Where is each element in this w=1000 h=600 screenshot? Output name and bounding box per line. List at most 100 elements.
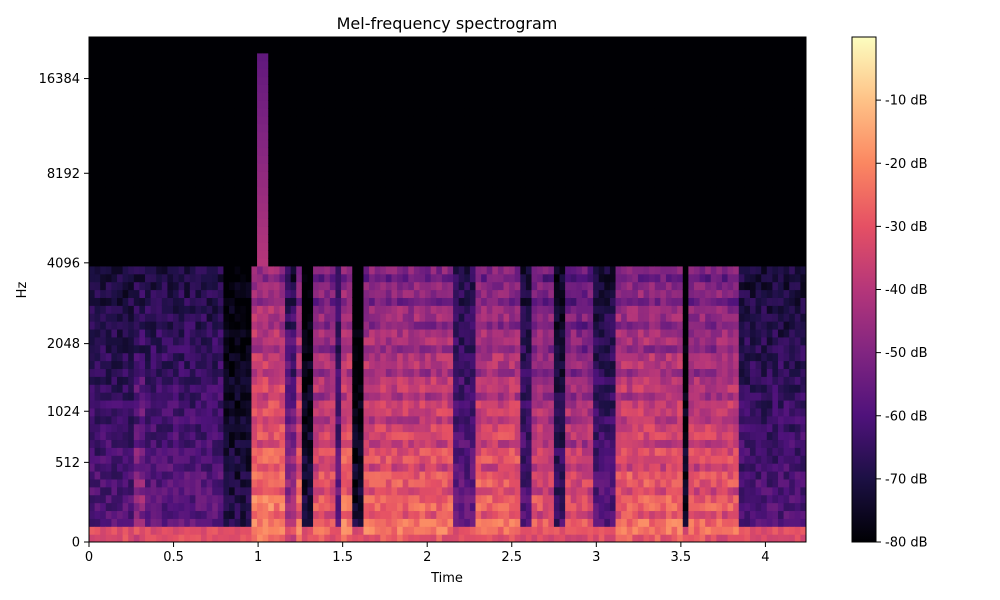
- spectrogram-cell: [509, 123, 516, 133]
- spectrogram-cell: [402, 399, 409, 409]
- spectrogram-cell: [380, 179, 387, 188]
- spectrogram-cell: [380, 344, 387, 354]
- spectrogram-cell: [279, 352, 286, 362]
- spectrogram-cell: [223, 447, 230, 456]
- spectrogram-cell: [234, 486, 241, 496]
- spectrogram-cell: [430, 313, 437, 322]
- spectrogram-cell: [469, 37, 477, 46]
- spectrogram-cell: [178, 407, 185, 417]
- spectrogram-cell: [161, 447, 169, 456]
- spectrogram-cell: [223, 37, 230, 46]
- spectrogram-cell: [273, 44, 281, 54]
- spectrogram-cell: [307, 360, 314, 370]
- spectrogram-cell: [318, 478, 325, 488]
- spectrogram-cell: [503, 76, 510, 85]
- spectrogram-cell: [184, 179, 191, 188]
- spectrogram-cell: [335, 455, 342, 464]
- spectrogram-cell: [184, 242, 191, 251]
- spectrogram-cell: [217, 494, 225, 504]
- spectrogram-cell: [206, 313, 213, 322]
- spectrogram-cell: [397, 60, 404, 70]
- spectrogram-cell: [301, 92, 309, 101]
- spectrogram-cell: [201, 463, 208, 472]
- spectrogram-cell: [514, 92, 521, 101]
- spectrogram-cell: [346, 108, 353, 117]
- spectrogram-cell: [257, 179, 264, 188]
- spectrogram-cell: [167, 179, 174, 188]
- spectrogram-cell: [105, 297, 112, 306]
- spectrogram-cell: [497, 360, 505, 370]
- spectrogram-cell: [139, 84, 146, 93]
- spectrogram-cell: [402, 52, 409, 62]
- spectrogram-cell: [335, 37, 342, 46]
- spectrogram-cell: [436, 84, 443, 93]
- spectrogram-cell: [503, 305, 510, 314]
- spectrogram-cell: [139, 352, 146, 362]
- spectrogram-cell: [167, 92, 174, 101]
- spectrogram-cell: [453, 186, 460, 196]
- spectrogram-cell: [128, 108, 135, 117]
- spectrogram-cell: [94, 305, 101, 314]
- spectrogram-cell: [139, 344, 146, 354]
- spectrogram-cell: [245, 242, 253, 251]
- spectrogram-cell: [313, 92, 320, 101]
- spectrogram-cell: [105, 100, 112, 109]
- spectrogram-cell: [458, 257, 465, 267]
- spectrogram-cell: [184, 439, 191, 448]
- spectrogram-cell: [391, 305, 398, 314]
- spectrogram-cell: [380, 455, 387, 464]
- spectrogram-cell: [313, 242, 320, 251]
- spectrogram-cell: [229, 37, 236, 46]
- spectrogram-cell: [402, 84, 409, 93]
- spectrogram-cell: [374, 100, 381, 109]
- spectrogram-cell: [391, 392, 398, 401]
- spectrogram-cell: [178, 273, 185, 283]
- spectrogram-cell: [167, 139, 174, 149]
- spectrogram-cell: [369, 384, 376, 393]
- spectrogram-cell: [290, 52, 297, 62]
- spectrogram-cell: [285, 226, 292, 235]
- spectrogram-cell: [122, 486, 129, 496]
- spectrogram-cell: [503, 478, 510, 488]
- spectrogram-cell: [486, 242, 493, 251]
- spectrogram-cell: [391, 273, 398, 283]
- spectrogram-cell: [481, 415, 488, 425]
- spectrogram-cell: [201, 218, 208, 227]
- spectrogram-cell: [469, 226, 477, 235]
- spectrogram-cell: [117, 273, 124, 283]
- spectrogram-cell: [122, 265, 129, 275]
- spectrogram-cell: [290, 526, 297, 535]
- spectrogram-cell: [385, 399, 393, 409]
- spectrogram-cell: [279, 297, 286, 306]
- spectrogram-cell: [419, 447, 426, 456]
- spectrogram-cell: [357, 250, 365, 259]
- spectrogram-cell: [89, 186, 96, 196]
- spectrogram-cell: [290, 518, 297, 527]
- spectrogram-cell: [357, 447, 365, 456]
- spectrogram-cell: [257, 384, 264, 393]
- spectrogram-cell: [89, 360, 96, 370]
- spectrogram-cell: [341, 289, 348, 298]
- spectrogram-cell: [128, 257, 135, 267]
- spectrogram-cell: [436, 360, 443, 370]
- spectrogram-cell: [357, 52, 365, 62]
- spectrogram-cell: [514, 431, 521, 441]
- spectrogram-cell: [105, 305, 112, 314]
- spectrogram-cell: [206, 305, 213, 314]
- spectrogram-cell: [217, 368, 225, 377]
- spectrogram-cell: [464, 163, 471, 172]
- spectrogram-cell: [391, 68, 398, 78]
- spectrogram-cell: [397, 37, 404, 46]
- spectrogram-cell: [425, 265, 432, 275]
- spectrogram-cell: [251, 218, 258, 227]
- spectrogram-cell: [223, 470, 230, 480]
- spectrogram-cell: [201, 368, 208, 377]
- spectrogram-cell: [492, 202, 499, 212]
- spectrogram-cell: [111, 76, 118, 85]
- spectrogram-cell: [413, 526, 421, 535]
- spectrogram-cell: [497, 100, 505, 109]
- spectrogram-cell: [279, 194, 286, 204]
- spectrogram-cell: [290, 502, 297, 512]
- spectrogram-cell: [329, 281, 337, 291]
- spectrogram-cell: [509, 202, 516, 212]
